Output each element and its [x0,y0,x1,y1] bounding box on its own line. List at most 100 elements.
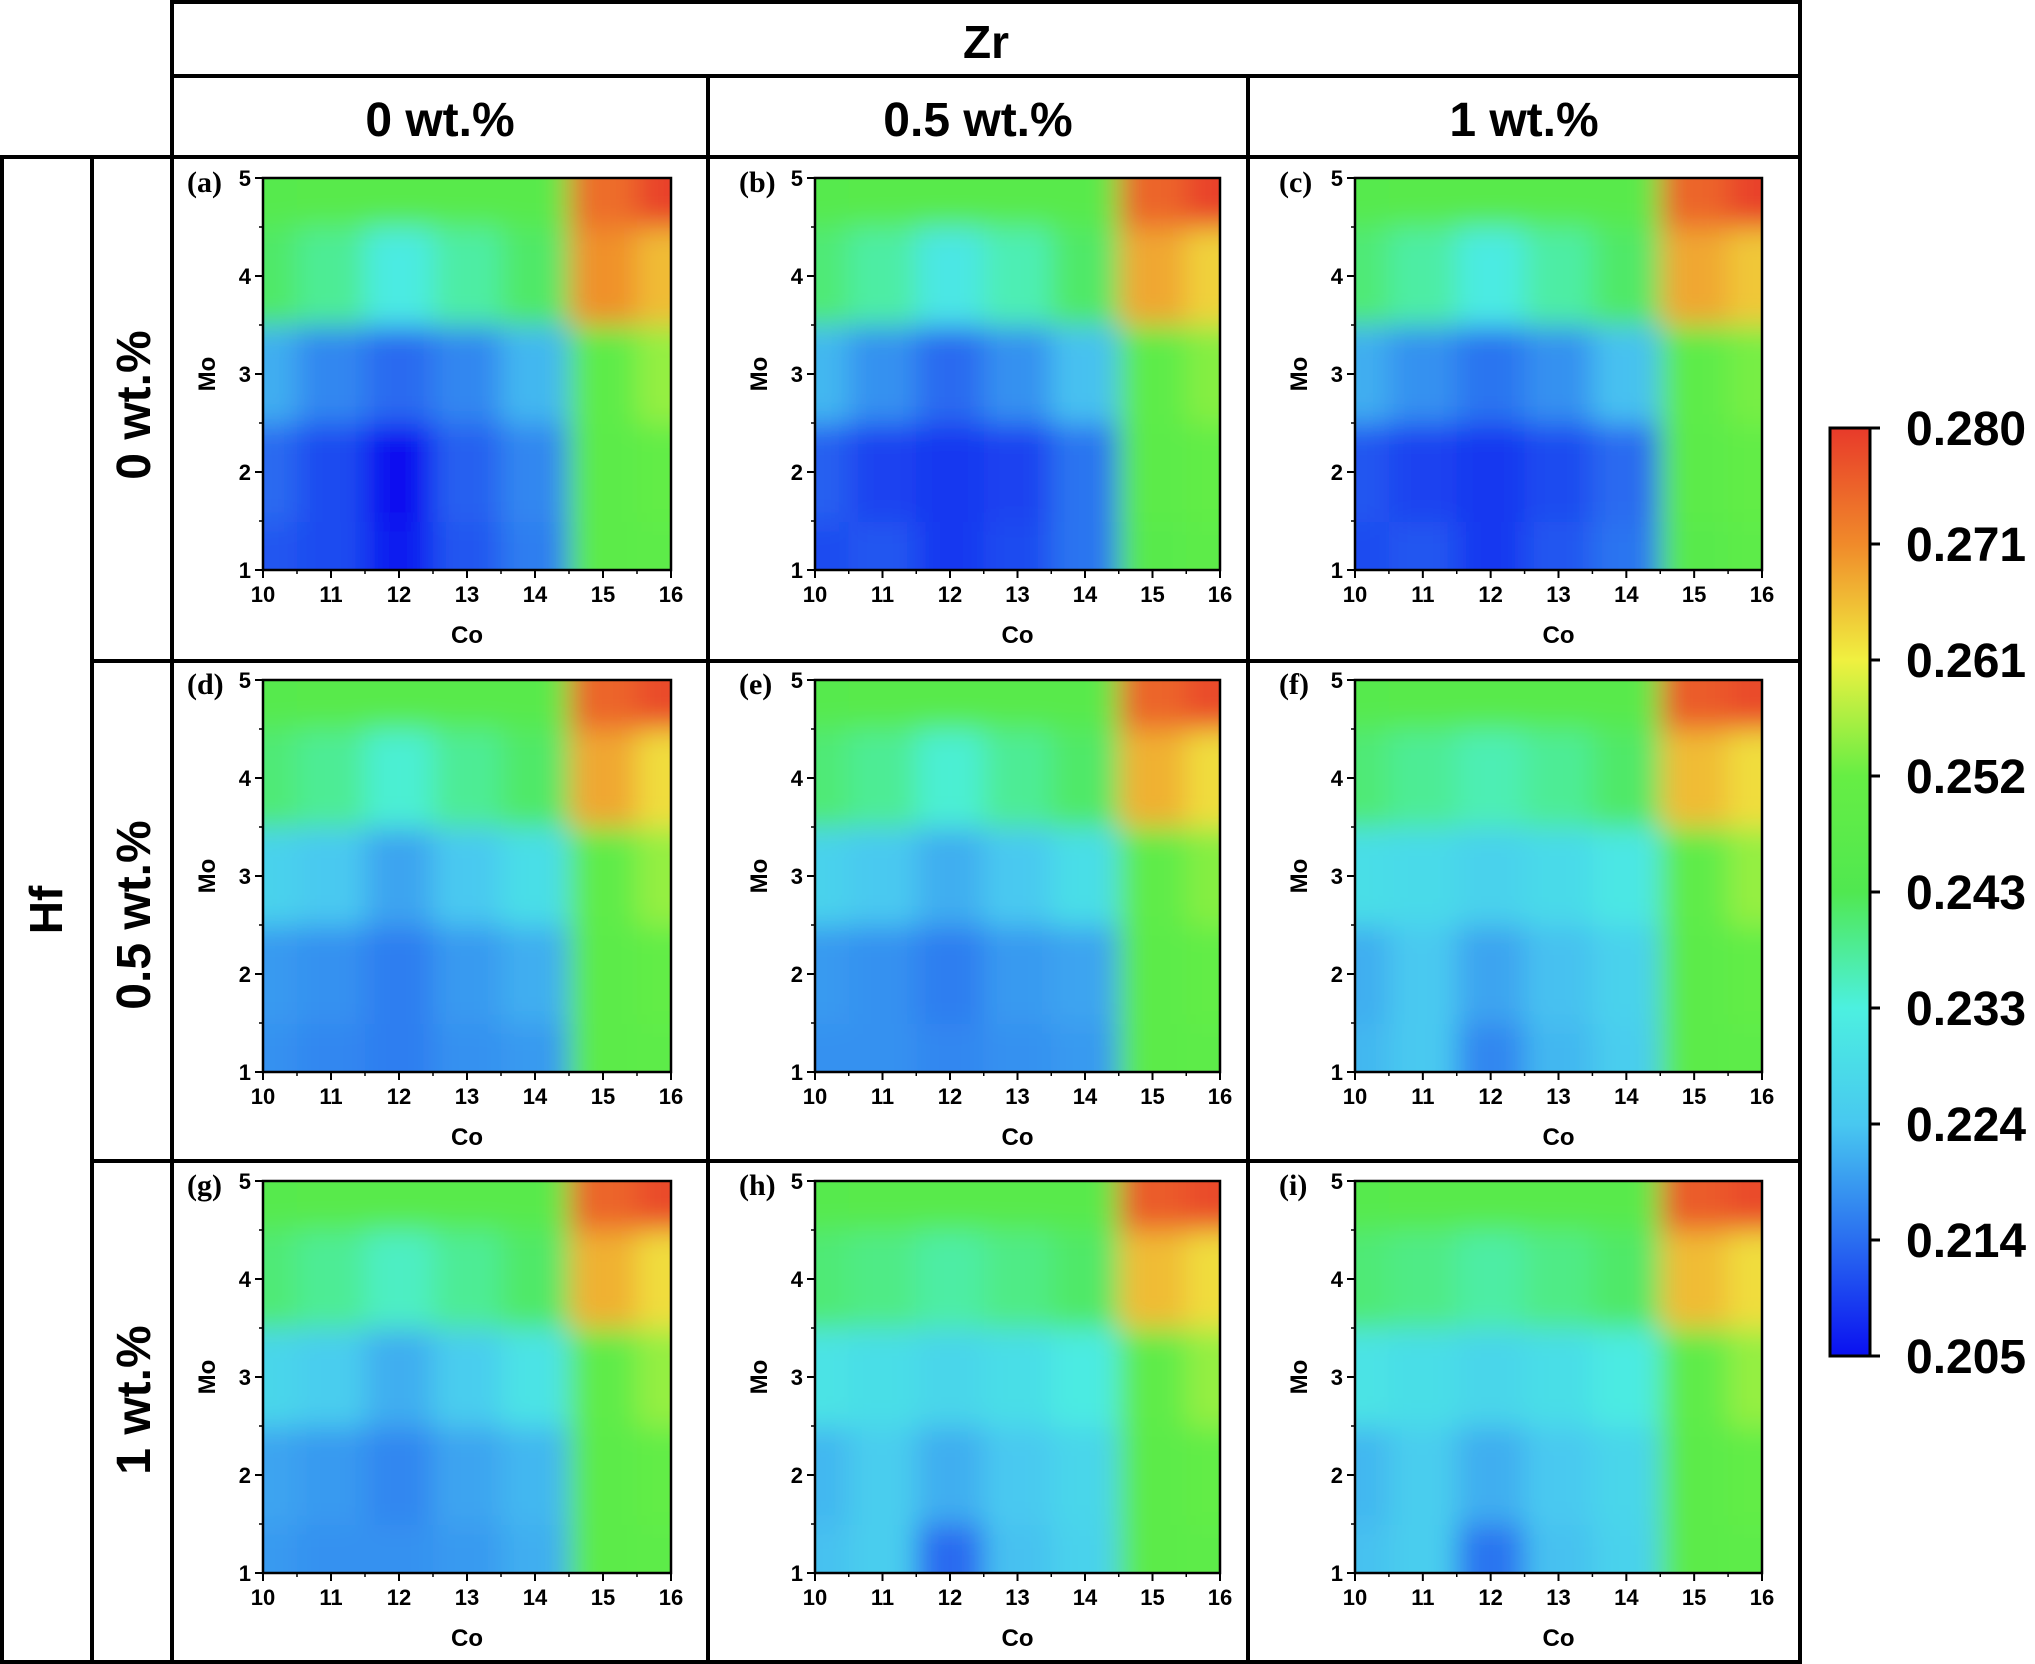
y-tick-label: 1 [791,1060,803,1085]
contour-cell [433,1328,502,1427]
contour-cell [1728,1524,1762,1573]
y-tick-label: 4 [1331,766,1344,791]
contour-cell [263,1328,298,1427]
contour-cell [1592,1524,1662,1573]
contour-cell [1592,521,1662,570]
contour-cell [1355,1328,1390,1427]
panel-label: (h) [739,1169,776,1202]
contour-cell [1524,1524,1594,1573]
contour-cell [1355,1023,1390,1072]
contour-cell [637,325,671,424]
x-tick-label: 11 [319,582,342,607]
x-tick-label: 11 [871,1585,894,1610]
contour-cell [297,521,366,570]
contour-cell [1728,680,1762,730]
contour-cell [1186,1524,1220,1573]
contour-cell [1728,1426,1762,1525]
contour-cell [1355,1230,1390,1329]
contour-cell [1524,325,1594,424]
contour-cell [1456,827,1526,926]
contour-cell [569,1328,638,1427]
x-tick-label: 10 [1343,582,1367,607]
contour-cell [263,925,298,1024]
contour-cell [848,1181,918,1231]
contour-cell [365,521,434,570]
y-axis-label: Mo [746,357,773,392]
contour-cell [1051,325,1120,424]
x-tick-label: 11 [1411,582,1434,607]
x-tick-label: 11 [319,1084,342,1109]
contour-cell [1524,925,1594,1024]
contour-cell [1051,680,1120,730]
contour-cell [983,1328,1053,1427]
contour-cell [1592,729,1662,828]
contour-cell [1456,1023,1526,1072]
x-tick-label: 15 [1682,582,1706,607]
contour-cell [569,178,638,228]
contour-cell [1118,1181,1188,1231]
x-tick-label: 14 [1614,1585,1639,1610]
contour-cell [1660,1023,1730,1072]
contour-cell [815,1328,850,1427]
contour-cell [501,423,570,522]
x-axis-label: Co [1543,622,1575,649]
x-tick-label: 15 [1682,1084,1706,1109]
contour-cell [1388,827,1458,926]
contour-cell [1456,325,1526,424]
x-axis-label: Co [451,1625,483,1652]
contour-cell [1388,1181,1458,1231]
x-tick-label: 12 [387,1084,411,1109]
y-tick-label: 1 [791,1561,803,1586]
contour-cell [1660,680,1730,730]
panel-label: (c) [1279,166,1312,199]
contour-cell [1524,1230,1594,1329]
contour-cell [815,423,850,522]
contour-cell [433,423,502,522]
contour-cell [263,1230,298,1329]
contour-cell [1456,925,1526,1024]
contour-cell [501,1426,570,1525]
contour-cell [637,1426,671,1525]
contour-cell [569,925,638,1024]
x-tick-label: 14 [1614,1084,1639,1109]
contour-cell [433,1023,502,1072]
contour-surface [815,178,1220,570]
contour-cell [1118,1524,1188,1573]
contour-cell [1388,1524,1458,1573]
contour-cell [1524,227,1594,326]
contour-cell [1355,827,1390,926]
contour-cell [848,227,918,326]
hf-level-label-2: 0.5 wt.% [108,820,161,1009]
contour-cell [983,729,1053,828]
y-tick-label: 1 [239,1561,251,1586]
contour-cell [848,178,918,228]
x-axis-label: Co [1002,1625,1034,1652]
contour-cell [1186,227,1220,326]
x-axis-label: Co [1543,1124,1575,1151]
contour-cell [1118,1230,1188,1329]
contour-cell [1186,1023,1220,1072]
x-tick-label: 13 [1546,1585,1570,1610]
contour-cell [433,925,502,1024]
contour-cell [1186,827,1220,926]
contour-cell [1524,178,1594,228]
x-tick-label: 11 [871,1084,894,1109]
contour-cell [637,1524,671,1573]
contour-cell [263,1426,298,1525]
contour-cell [848,1524,918,1573]
contour-cell [433,521,502,570]
contour-cell [1524,729,1594,828]
contour-cell [1118,680,1188,730]
x-tick-label: 12 [1478,1084,1502,1109]
contour-cell [1728,925,1762,1024]
contour-cell [263,680,298,730]
table-frame [0,0,1802,1664]
contour-cell [433,1524,502,1573]
contour-cell [297,729,366,828]
contour-cell [569,1426,638,1525]
contour-cell [1051,1328,1120,1427]
y-tick-label: 5 [1331,668,1343,693]
contour-cell [1355,1181,1390,1231]
